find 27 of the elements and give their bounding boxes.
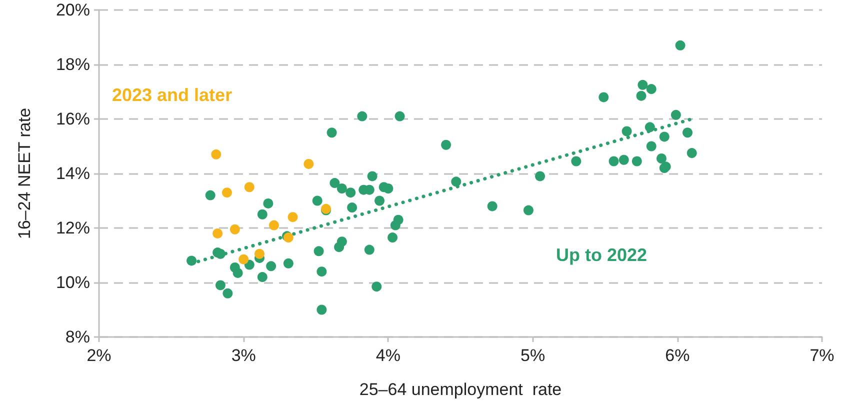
y-tick-label: 18% (56, 55, 90, 74)
point (268, 220, 279, 230)
text: 2023 and later (112, 85, 232, 105)
point (211, 149, 222, 160)
point (222, 188, 232, 198)
y-tick-label: 14% (56, 164, 90, 183)
point (230, 224, 240, 234)
x-tick-label: 3% (231, 346, 256, 365)
x-tick-label: 6% (665, 346, 690, 365)
point (254, 248, 265, 259)
y-tick-label: 10% (56, 273, 90, 292)
x-tick-label: 4% (376, 346, 400, 365)
y-tick-label: 16% (56, 110, 90, 128)
y-tick-label: 12% (56, 218, 90, 238)
x-tick-label: 2% (86, 346, 112, 365)
x-axis-title: 25–64 unemployment rate (359, 380, 562, 399)
point (288, 212, 298, 222)
y-tick-label: 8% (65, 328, 90, 346)
point (304, 158, 314, 169)
text: Up to 2022 (556, 245, 648, 265)
y-axis-title: 16–24 NEET rate (15, 108, 34, 240)
x-tick-label: 5% (520, 346, 546, 365)
point (244, 182, 254, 192)
x-tick-label: 7% (810, 346, 834, 365)
point (238, 254, 249, 264)
point (212, 228, 223, 238)
y-tick-label: 20% (56, 0, 90, 20)
